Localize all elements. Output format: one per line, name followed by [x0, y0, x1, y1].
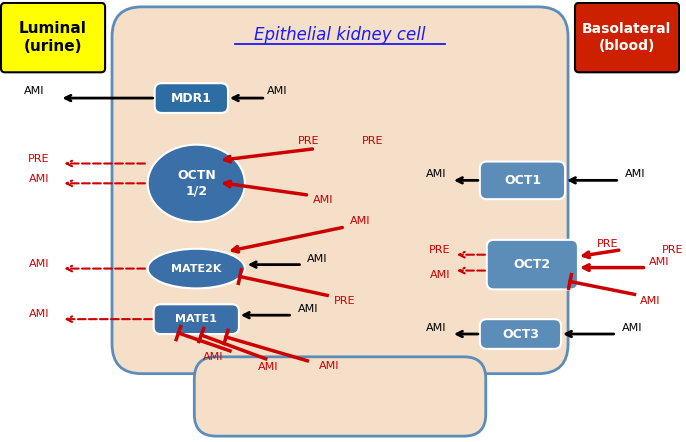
Text: AMI: AMI [268, 86, 288, 96]
Text: AMI: AMI [622, 323, 642, 333]
Text: AMI: AMI [307, 254, 328, 264]
Text: OCT1: OCT1 [504, 174, 541, 187]
Text: AMI: AMI [425, 169, 446, 179]
FancyBboxPatch shape [112, 7, 568, 373]
FancyBboxPatch shape [480, 161, 565, 199]
Text: OCTN
1/2: OCTN 1/2 [177, 169, 215, 197]
Text: AMI: AMI [29, 174, 49, 184]
FancyBboxPatch shape [154, 83, 228, 113]
Text: PRE: PRE [429, 245, 450, 255]
Text: AMI: AMI [650, 257, 670, 267]
Text: AMI: AMI [350, 216, 370, 226]
Text: PRE: PRE [298, 136, 319, 146]
Text: OCT2: OCT2 [514, 258, 551, 271]
Text: AMI: AMI [639, 296, 660, 306]
Text: AMI: AMI [202, 352, 223, 362]
Text: AMI: AMI [24, 86, 45, 96]
Text: MATE1: MATE1 [176, 314, 217, 324]
FancyBboxPatch shape [154, 304, 239, 334]
Ellipse shape [147, 249, 245, 289]
Ellipse shape [147, 145, 245, 222]
FancyBboxPatch shape [194, 357, 486, 436]
Text: OCT3: OCT3 [502, 328, 539, 340]
Text: AMI: AMI [624, 169, 645, 179]
FancyBboxPatch shape [480, 319, 561, 349]
Text: AMI: AMI [314, 195, 334, 205]
Text: Epithelial kidney cell: Epithelial kidney cell [255, 26, 426, 44]
Text: AMI: AMI [29, 259, 49, 269]
Text: MATE2K: MATE2K [171, 263, 222, 274]
FancyBboxPatch shape [575, 3, 679, 72]
Text: PRE: PRE [662, 245, 684, 255]
Text: PRE: PRE [28, 153, 49, 164]
Text: PRE: PRE [334, 296, 355, 306]
Text: AMI: AMI [319, 361, 340, 371]
Text: AMI: AMI [257, 362, 278, 372]
Text: AMI: AMI [425, 323, 446, 333]
Text: MDR1: MDR1 [171, 91, 212, 105]
Text: AMI: AMI [29, 309, 49, 319]
FancyBboxPatch shape [487, 240, 578, 290]
Text: Luminal
(urine): Luminal (urine) [19, 21, 86, 54]
Text: PRE: PRE [597, 239, 619, 249]
FancyBboxPatch shape [1, 3, 105, 72]
Text: AMI: AMI [429, 270, 450, 279]
Text: Basolateral
(blood): Basolateral (blood) [582, 23, 671, 53]
Text: AMI: AMI [298, 304, 318, 314]
Text: PRE: PRE [362, 136, 383, 146]
